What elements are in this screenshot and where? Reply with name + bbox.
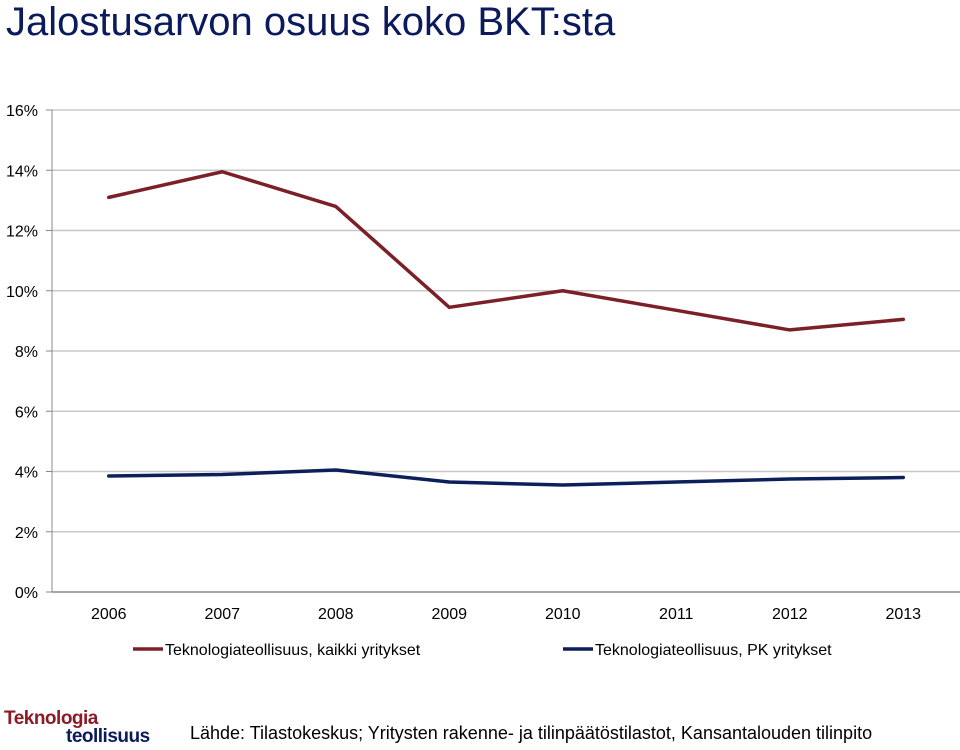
x-tick-label: 2007	[204, 606, 240, 623]
y-tick-label: 12%	[6, 224, 38, 241]
logo-line-1: Teknologia	[4, 708, 98, 729]
y-tick-label: 6%	[15, 404, 38, 421]
axes	[46, 109, 960, 593]
y-tick-label: 0%	[15, 585, 38, 602]
x-tick-label: 2011	[659, 606, 694, 623]
y-tick-label: 14%	[6, 163, 38, 180]
legend-label-2: Teknologiateollisuus, PK yritykset	[595, 642, 832, 659]
chart-title: Jalostusarvon osuus koko BKT:sta	[6, 0, 616, 44]
series-lines	[107, 170, 905, 487]
x-tick-label: 2008	[318, 606, 354, 623]
legend-label-1: Teknologiateollisuus, kaikki yritykset	[165, 642, 421, 659]
y-tick-label: 10%	[6, 284, 38, 301]
y-tick-label: 2%	[15, 525, 38, 542]
source-note: Lähde: Tilastokeskus; Yritysten rakenne-…	[190, 723, 873, 743]
x-tick-label: 2012	[772, 606, 808, 623]
line-chart: 0%2%4%6%8%10%12%14%16% 2006 2007 2008 2009 2…	[6, 103, 960, 659]
x-tick-label: 2009	[431, 606, 467, 623]
y-tick-label: 16%	[6, 103, 38, 120]
legend: Teknologiateollisuus, kaikki yritykset Te…	[133, 642, 832, 659]
x-tick-label: 2013	[885, 606, 921, 623]
x-tick-label: 2006	[91, 606, 127, 623]
y-tick-label: 8%	[15, 344, 38, 361]
teknologiateollisuus-logo: Teknologia teollisuus	[4, 708, 174, 750]
y-tick-labels: 0% 2% 4% 6% 8% 10% 12% 14% 16%	[6, 103, 38, 602]
y-tick-label: 4%	[15, 465, 38, 482]
x-tick-labels: 2006 2007 2008 2009 2010 2011 2012 2013	[91, 606, 921, 623]
gridlines	[52, 109, 960, 533]
x-tick-label: 2010	[545, 606, 581, 623]
series-line-1	[107, 170, 905, 332]
logo-line-2: teollisuus	[66, 726, 150, 747]
series-line-2	[107, 468, 905, 487]
